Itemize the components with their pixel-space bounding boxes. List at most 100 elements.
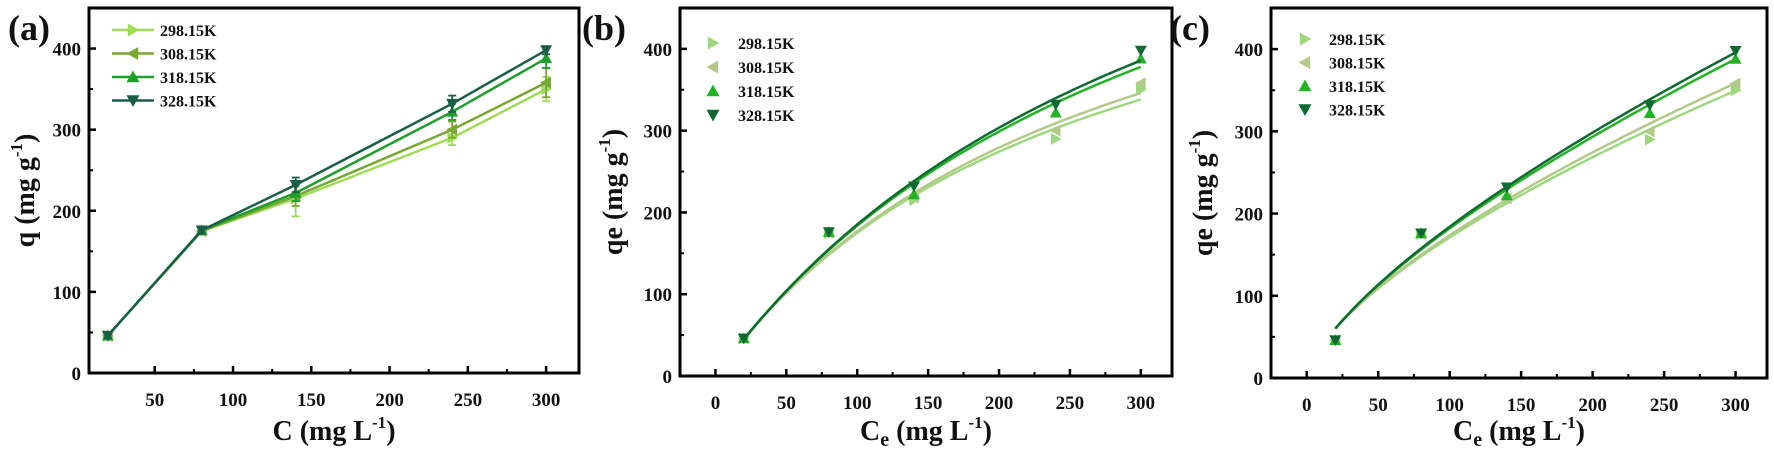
y-tick-label: 200 bbox=[644, 203, 673, 224]
data-point bbox=[1050, 132, 1062, 145]
panel-a: 50 100 150 200 250 300 0 100 200 300 400(a) C (mg L… bbox=[7, 6, 581, 447]
legend-label: 318.15K bbox=[160, 70, 217, 87]
data-point bbox=[446, 98, 459, 110]
data-point bbox=[1643, 125, 1655, 138]
x-tick-label: 200 bbox=[375, 390, 404, 411]
y-axis-label: qe (mg g-1) bbox=[1185, 130, 1219, 256]
data-point bbox=[737, 333, 750, 345]
data-point bbox=[907, 181, 920, 193]
series-328.15K: 328.15K bbox=[706, 45, 1147, 345]
y-tick-label: 400 bbox=[644, 40, 673, 61]
series-308.15K: 308.15K bbox=[101, 47, 551, 342]
data-point bbox=[540, 76, 551, 89]
series-328.15K: 328.15K bbox=[1298, 45, 1742, 347]
panel-c: 0 50 100 150 200 250 300 0 100 200 300 400 (c) Ce (mg… bbox=[1170, 6, 1769, 451]
x-axis-label: C (mg L-1) bbox=[272, 413, 395, 447]
y-tick-label: 100 bbox=[53, 283, 82, 304]
fit-curve bbox=[742, 91, 1142, 341]
panel-label: (a) bbox=[8, 8, 50, 48]
x-tick-label: 300 bbox=[532, 390, 561, 411]
data-point bbox=[1643, 107, 1656, 119]
series-line bbox=[106, 81, 547, 337]
data-point bbox=[1729, 52, 1742, 64]
panel-label: (c) bbox=[1170, 8, 1210, 48]
y-axis-label: q (mg g-1) bbox=[7, 134, 41, 248]
legend-label: 298.15K bbox=[1329, 32, 1386, 49]
legend-label: 298.15K bbox=[160, 23, 217, 40]
x-tick-label: 0 bbox=[711, 393, 721, 414]
legend-marker bbox=[1298, 104, 1312, 116]
legend-marker bbox=[126, 47, 139, 60]
x-tick-label: 150 bbox=[297, 390, 326, 411]
x-tick-label: 250 bbox=[1650, 395, 1679, 416]
fit-curve bbox=[1334, 82, 1737, 330]
x-tick-label: 50 bbox=[777, 393, 796, 414]
series-308.15K: 308.15K bbox=[1298, 56, 1741, 347]
plot-frame bbox=[678, 6, 1174, 378]
legend-marker bbox=[707, 36, 720, 50]
data-point bbox=[1329, 335, 1342, 347]
y-tick-label: 0 bbox=[72, 364, 82, 385]
plot-frame bbox=[87, 6, 581, 375]
data-point bbox=[1049, 99, 1062, 111]
data-point bbox=[289, 180, 302, 191]
series-328.15K: 328.15K bbox=[101, 45, 553, 342]
legend-marker bbox=[126, 95, 140, 107]
x-tick-label: 0 bbox=[1302, 395, 1312, 416]
legend-marker bbox=[706, 109, 720, 122]
data-point bbox=[822, 227, 835, 239]
data-point bbox=[1415, 228, 1428, 240]
legend-marker bbox=[706, 60, 719, 74]
data-point bbox=[1643, 100, 1656, 112]
y-tick-label: 300 bbox=[644, 122, 673, 143]
fit-curve bbox=[742, 59, 1142, 340]
legend-marker bbox=[1298, 79, 1312, 92]
x-tick-label: 100 bbox=[1435, 395, 1464, 416]
legend-label: 308.15K bbox=[738, 60, 795, 77]
y-tick-label: 100 bbox=[644, 285, 673, 306]
legend-marker bbox=[1298, 56, 1311, 69]
data-point bbox=[540, 52, 553, 64]
plot-frame bbox=[1269, 6, 1769, 380]
series-318.15K: 318.15K bbox=[706, 52, 1147, 344]
fit-curve bbox=[1334, 89, 1737, 330]
data-point bbox=[907, 188, 920, 200]
data-point bbox=[1644, 133, 1656, 146]
y-tick-label: 400 bbox=[1235, 40, 1264, 61]
legend-marker bbox=[126, 70, 140, 83]
x-tick-label: 300 bbox=[1127, 393, 1156, 414]
x-tick-label: 50 bbox=[1369, 395, 1388, 416]
x-tick-label: 250 bbox=[454, 390, 483, 411]
y-tick-label: 300 bbox=[53, 121, 82, 142]
series-298.15K: 298.15K bbox=[707, 36, 1147, 345]
legend-label: 318.15K bbox=[738, 84, 795, 101]
x-tick-label: 150 bbox=[914, 393, 943, 414]
panel-label: (b) bbox=[582, 8, 626, 48]
series-308.15K: 308.15K bbox=[706, 60, 1146, 345]
data-point bbox=[446, 123, 457, 136]
x-axis-label: Ce (mg L-1) bbox=[860, 413, 992, 451]
legend-label: 308.15K bbox=[160, 47, 217, 64]
y-tick-label: 0 bbox=[663, 367, 673, 388]
panel-b: 0 50 100 150 200 250 300 0 100 200 300 400 (b) Ce (mg… bbox=[582, 6, 1174, 451]
legend-label: 308.15K bbox=[1329, 56, 1386, 73]
fit-curve bbox=[1334, 51, 1737, 330]
x-tick-label: 50 bbox=[145, 390, 164, 411]
legend-marker bbox=[706, 84, 720, 97]
y-tick-label: 100 bbox=[1235, 287, 1264, 308]
data-point bbox=[1500, 182, 1513, 194]
x-tick-label: 200 bbox=[985, 393, 1014, 414]
fit-curve bbox=[742, 98, 1142, 341]
data-point bbox=[1730, 84, 1742, 97]
legend-marker bbox=[1299, 32, 1312, 46]
y-tick-label: 300 bbox=[1235, 122, 1264, 143]
data-point bbox=[101, 330, 114, 342]
y-axis-label: qe (mg g-1) bbox=[595, 129, 629, 255]
data-point bbox=[1729, 77, 1741, 90]
y-tick-label: 400 bbox=[53, 40, 82, 61]
fit-curve bbox=[1334, 57, 1737, 330]
data-point bbox=[195, 225, 208, 237]
x-tick-label: 100 bbox=[843, 393, 872, 414]
x-axis-label: Ce (mg L-1) bbox=[1453, 413, 1585, 451]
series-line bbox=[106, 88, 547, 337]
